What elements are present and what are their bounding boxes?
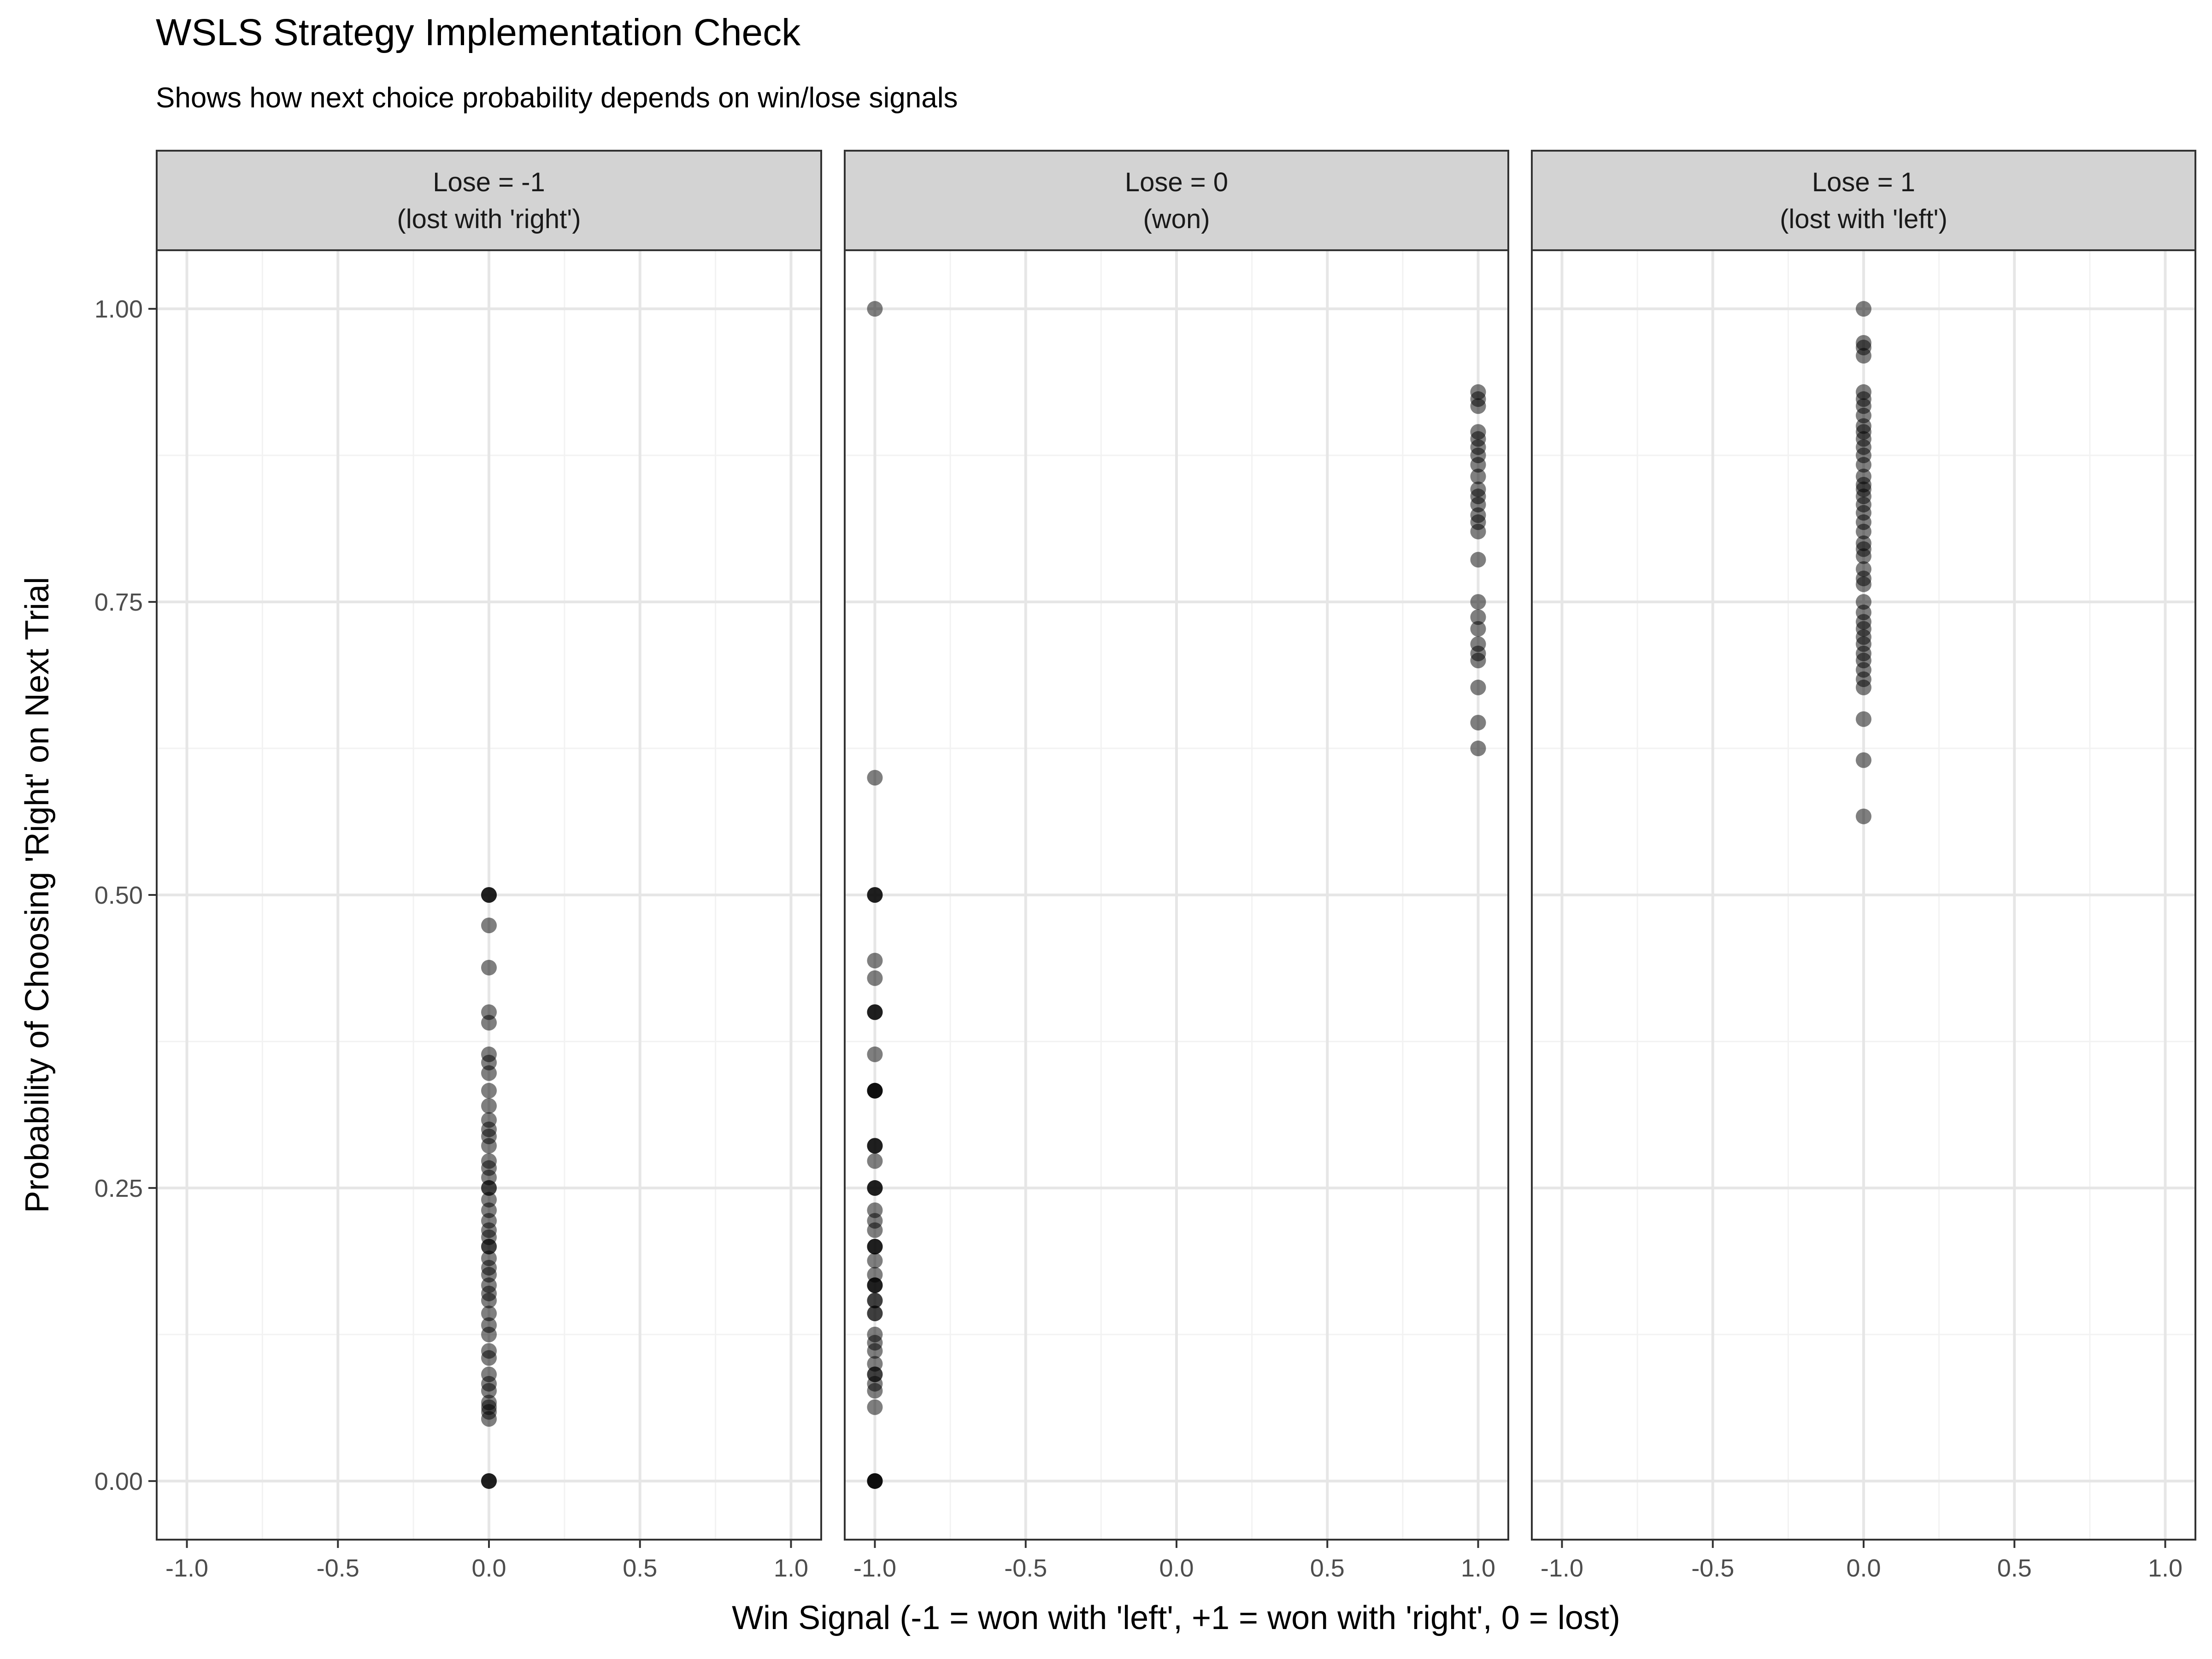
facet-strip [1531,150,2196,251]
y-tick-label: 0.25 [94,1175,143,1202]
data-point [1856,524,1871,540]
data-point [481,887,497,903]
data-point [1470,653,1486,669]
x-tick-label: 0.5 [1310,1554,1345,1582]
data-point [867,1253,883,1269]
data-point [867,1343,883,1359]
data-point [481,1180,497,1196]
data-point [1470,741,1486,757]
data-point [1470,468,1486,484]
x-tick-label: 1.0 [1461,1554,1495,1582]
x-tick-label: 0.5 [1997,1554,2032,1582]
data-point [1856,679,1871,695]
x-tick-label: -1.0 [165,1554,208,1582]
data-point [481,1239,497,1255]
facet-strip [156,150,822,251]
data-point [1856,808,1871,824]
data-point [481,1015,497,1031]
data-point [867,1138,883,1154]
x-tick-label: -0.5 [1004,1554,1047,1582]
facet-label-line2: (lost with 'right') [397,204,581,234]
data-point [867,1153,883,1169]
data-point [1470,594,1486,610]
data-point [867,1180,883,1196]
x-tick-label: 1.0 [774,1554,808,1582]
facet-label-line1: Lose = 1 [1812,167,1915,197]
data-point [1856,576,1871,592]
data-point [867,1306,883,1322]
x-tick-label: 1.0 [2148,1554,2183,1582]
data-point [1470,621,1486,637]
facet-label-line1: Lose = 0 [1125,167,1228,197]
data-point [867,1382,883,1399]
data-point [481,1098,497,1114]
data-point [481,1306,497,1322]
data-point [867,1293,883,1309]
data-point [867,1004,883,1020]
data-point [867,970,883,986]
data-point [481,1293,497,1309]
y-tick-label: 0.00 [94,1468,143,1495]
chart-subtitle: Shows how next choice probability depend… [156,82,958,114]
data-point [867,301,883,317]
data-point [481,959,497,976]
data-point [867,1239,883,1255]
data-point [867,1082,883,1099]
x-tick-label: -1.0 [1541,1554,1583,1582]
data-point [481,1326,497,1342]
data-point [481,1382,497,1399]
data-point [481,1082,497,1099]
data-point [481,918,497,934]
data-point [867,1277,883,1294]
y-tick-label: 0.75 [94,588,143,616]
data-point [1470,552,1486,568]
y-tick-label: 1.00 [94,295,143,323]
data-point [1470,679,1486,695]
data-point [481,1411,497,1427]
facet-label-line2: (lost with 'left') [1780,204,1947,234]
data-point [1856,301,1871,317]
x-tick-label: -0.5 [1691,1554,1734,1582]
data-point [1470,398,1486,414]
data-point [481,1065,497,1081]
data-point [867,887,883,903]
data-point [1470,457,1486,473]
data-point [867,953,883,969]
data-point [1470,524,1486,540]
data-point [1470,715,1486,731]
data-point [481,1350,497,1366]
data-point [1856,711,1871,727]
data-point [867,1222,883,1238]
data-point [1856,457,1871,473]
data-point [1856,347,1871,364]
data-point [867,770,883,786]
x-tick-label: 0.0 [1159,1554,1194,1582]
data-point [867,1473,883,1489]
data-point [1856,548,1871,564]
facet-strip [844,150,1509,251]
y-tick-label: 0.50 [94,882,143,909]
x-tick-label: 0.5 [623,1554,657,1582]
data-point [1470,609,1486,625]
x-axis-title: Win Signal (-1 = won with 'left', +1 = w… [732,1600,1620,1636]
x-tick-label: -0.5 [317,1554,359,1582]
data-point [1856,752,1871,768]
data-point [481,1138,497,1154]
x-tick-label: 0.0 [1846,1554,1881,1582]
data-point [867,1046,883,1062]
chart-title: WSLS Strategy Implementation Check [156,12,801,53]
data-point [867,1399,883,1415]
x-tick-label: 0.0 [471,1554,506,1582]
facet-label-line1: Lose = -1 [433,167,545,197]
data-point [481,1473,497,1489]
y-axis-title: Probability of Choosing 'Right' on Next … [19,577,56,1213]
facet-label-line2: (won) [1143,204,1210,234]
x-tick-label: -1.0 [853,1554,896,1582]
